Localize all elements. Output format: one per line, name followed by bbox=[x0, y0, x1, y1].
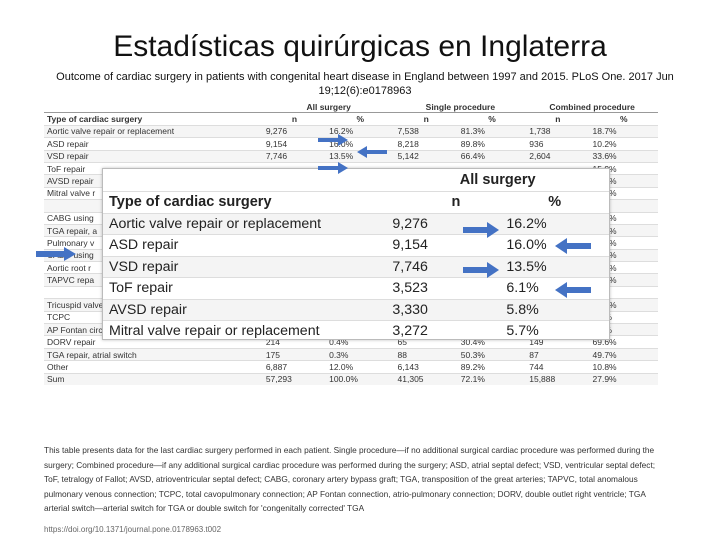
zoom-row-value: 3,523 bbox=[386, 277, 501, 299]
zoom-row: Mitral valve repair or replacement 3,272 5… bbox=[103, 320, 609, 342]
row-value: 81.3% bbox=[457, 124, 527, 138]
col-header: % bbox=[488, 114, 496, 125]
row-value: 57,293 bbox=[262, 372, 327, 385]
arrow-right-icon bbox=[318, 134, 348, 146]
row-value: 936 bbox=[526, 137, 590, 151]
group-all-surgery: All surgery bbox=[262, 101, 395, 114]
row-value: 0.3% bbox=[326, 347, 395, 361]
row-value: 1,738 bbox=[526, 124, 590, 138]
row-label: Sum bbox=[44, 372, 263, 385]
zoom-row-value: 3,272 bbox=[386, 320, 501, 342]
row-value: 27.9% bbox=[589, 372, 658, 385]
row-value: 12.0% bbox=[326, 360, 395, 374]
row-value: 100.0% bbox=[326, 372, 395, 385]
zoom-col-n: n bbox=[386, 191, 501, 213]
zoom-row-value: 5.7% bbox=[500, 320, 609, 342]
row-label: Other bbox=[44, 360, 263, 374]
zoom-row-label: Aortic valve repair or replacement bbox=[103, 212, 387, 235]
row-value: 5,142 bbox=[394, 149, 458, 163]
row-value: 8,218 bbox=[394, 137, 458, 151]
row-value: 88 bbox=[394, 347, 458, 361]
zoom-col-type: Type of cardiac surgery bbox=[103, 191, 387, 213]
col-header: n bbox=[423, 114, 429, 125]
zoom-row-value: 13.5% bbox=[500, 255, 609, 278]
zoom-row-value: 5.8% bbox=[500, 298, 609, 321]
row-value: 66.4% bbox=[457, 149, 527, 163]
row-value: 10.2% bbox=[589, 137, 658, 151]
table-footnote: This table presents data for the last ca… bbox=[44, 445, 656, 513]
row-value: 89.2% bbox=[457, 360, 527, 374]
zoom-row-label: AVSD repair bbox=[103, 298, 387, 321]
row-value: 10.8% bbox=[589, 360, 658, 374]
zoom-row-label: ASD repair bbox=[103, 234, 387, 256]
row-value: 18.7% bbox=[589, 124, 658, 138]
row-value: 50.3% bbox=[457, 347, 527, 361]
row-value: 2,604 bbox=[526, 149, 590, 163]
row-label: Aortic valve repair or replacement bbox=[44, 124, 263, 138]
row-value: 49.7% bbox=[589, 347, 658, 361]
table-row: VSD repair 7,746 13.5% 5,142 66.4% 2,604 33.6% bbox=[44, 149, 658, 163]
zoom-row: ASD repair 9,154 16.0% bbox=[103, 234, 609, 256]
row-value: 6,887 bbox=[262, 360, 327, 374]
arrow-right-icon bbox=[463, 262, 499, 278]
group-combined-procedure: Combined procedure bbox=[526, 101, 658, 114]
zoom-row-value: 16.2% bbox=[500, 212, 609, 235]
zoomed-table: All surgery Type of cardiac surgery n % … bbox=[103, 169, 609, 342]
arrow-right-icon bbox=[36, 247, 76, 261]
arrow-right-icon bbox=[463, 222, 499, 238]
col-header: n bbox=[291, 114, 298, 125]
col-header: % bbox=[356, 114, 365, 125]
row-value: 72.1% bbox=[457, 372, 527, 385]
row-label: VSD repair bbox=[44, 149, 263, 163]
row-value: 175 bbox=[262, 347, 327, 361]
slide-title: Estadísticas quirúrgicas en Inglaterra bbox=[113, 30, 607, 63]
row-value: 744 bbox=[526, 360, 590, 374]
zoom-row: VSD repair 7,746 13.5% bbox=[103, 255, 609, 278]
row-label: TGA repair, atrial switch bbox=[44, 347, 263, 361]
col-header: n bbox=[555, 114, 561, 125]
doi-link[interactable]: https://doi.org/10.1371/journal.pone.017… bbox=[44, 525, 222, 534]
zoom-group-all-surgery: All surgery bbox=[459, 172, 536, 188]
arrow-left-icon bbox=[555, 282, 591, 298]
row-value: 15,888 bbox=[526, 372, 590, 385]
zoom-row: Aortic valve repair or replacement 9,276 1… bbox=[103, 212, 609, 235]
zoom-row-label: VSD repair bbox=[103, 255, 387, 278]
row-value: 33.6% bbox=[589, 149, 658, 163]
row-value: 9,154 bbox=[262, 137, 327, 151]
table-row: TGA repair, atrial switch 175 0.3% 88 50.3% 8… bbox=[44, 347, 658, 361]
zoom-col-pct: % bbox=[500, 191, 609, 213]
zoom-row-value: 6.1% bbox=[500, 277, 609, 299]
row-value: 9,276 bbox=[262, 124, 327, 138]
row-value: 41,305 bbox=[394, 372, 458, 385]
zoom-row-value: 9,154 bbox=[386, 234, 501, 256]
zoom-row-label: ToF repair bbox=[103, 277, 387, 299]
group-single-procedure: Single procedure bbox=[394, 101, 527, 114]
row-label: ASD repair bbox=[44, 137, 263, 151]
arrow-left-icon bbox=[357, 146, 387, 158]
table-row: Aortic valve repair or replacement 9,276 1… bbox=[44, 124, 658, 138]
zoom-row-value: 16.0% bbox=[500, 234, 609, 256]
table-row: Sum 57,293 100.0% 41,305 72.1% 15,888 27.9% bbox=[44, 372, 658, 385]
arrow-right-icon bbox=[318, 162, 348, 174]
header-blank bbox=[44, 101, 263, 114]
table-row: Other 6,887 12.0% 6,143 89.2% 744 10.8% bbox=[44, 360, 658, 374]
zoom-row-value: 3,330 bbox=[386, 298, 501, 321]
slide-subtitle: Outcome of cardiac surgery in patients w… bbox=[56, 71, 674, 97]
row-value: 7,538 bbox=[394, 124, 458, 138]
row-value: 87 bbox=[526, 347, 590, 361]
row-value: 16.2% bbox=[326, 124, 395, 138]
row-value: 6,143 bbox=[394, 360, 458, 374]
zoom-row-label: Mitral valve repair or replacement bbox=[103, 320, 387, 342]
col-type: Type of cardiac surgery bbox=[47, 114, 143, 125]
zoomed-table-panel: All surgery Type of cardiac surgery n % … bbox=[102, 168, 610, 342]
row-value: 89.8% bbox=[457, 137, 527, 151]
col-header: % bbox=[619, 114, 628, 125]
arrow-left-icon bbox=[555, 238, 591, 254]
row-value: 7,746 bbox=[262, 149, 327, 163]
zoom-row: ToF repair 3,523 6.1% bbox=[103, 277, 609, 299]
zoom-row: AVSD repair 3,330 5.8% bbox=[103, 298, 609, 321]
